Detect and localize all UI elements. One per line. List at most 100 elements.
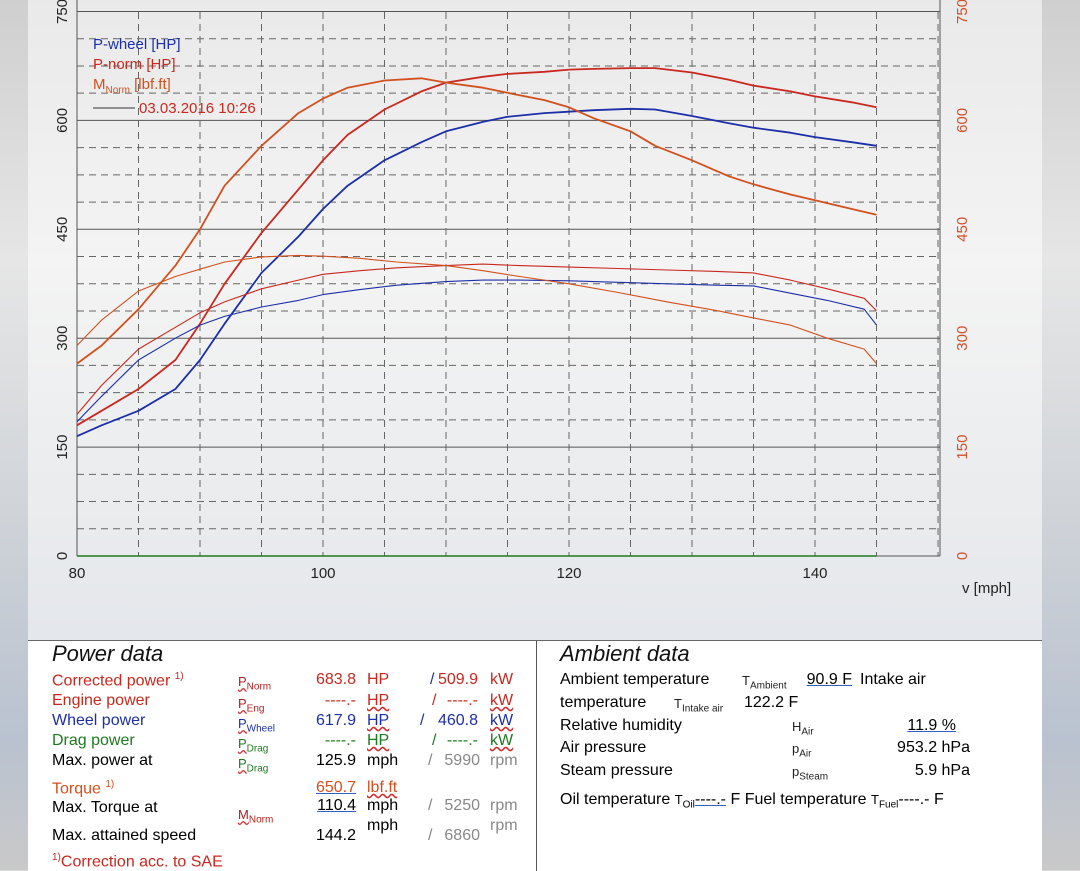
corrected-power-footnote: 1) [174,671,184,682]
drag-power-symbol: PDrag [238,736,268,755]
sym-sub: Norm [248,814,274,826]
sym-sub: Drag [246,763,269,775]
sym-sub: Oil [682,799,695,811]
footnote-mark: 1) [52,852,61,863]
corrected-power-label: Corrected power 1) [52,671,184,690]
engine-power-hp: ----.- [324,692,356,709]
slash: / [428,797,433,814]
legend-m-unit: [lbf.ft] [130,76,171,93]
fuel-temp-value: ----.- [898,791,930,808]
engine-power-kw: ----.- [446,692,478,709]
sym-sub: Fuel [878,799,899,811]
torque-label: Torque 1) [52,779,114,798]
ambient-temp-label: Ambient temperature [560,671,710,688]
series-line-0 [76,107,877,438]
sym-p: P [238,736,247,751]
x-tick-label: 100 [310,565,335,582]
y-tick-label-right: 750 [954,0,971,24]
data-panel: Power data Corrected power 1) PNorm 683.… [28,640,1042,871]
fuel-temp-label: Fuel temperature [744,791,867,808]
oil-temp-value: ----.- [694,791,726,808]
series-line-1 [76,67,877,427]
sym-t: T [674,792,683,807]
y-tick-label-left: 0 [54,552,71,560]
y-tick-label-left: 750 [54,0,71,24]
max-torque-symbol: MNorm [238,807,273,826]
slash: / [420,712,425,729]
drag-power-label: Drag power [52,732,135,749]
drag-power-kw-unit: kW [490,732,514,749]
slash: / [432,732,437,749]
dyno-chart: 0 0 150 150 300 300 450 450 600 600 750 750 80 100 12… [28,0,1042,640]
torque-footnote: 1) [105,779,115,790]
max-torque-label: Max. Torque at [52,799,158,816]
max-torque-rpm-unit: rpm [490,797,518,814]
sym-p: p [792,764,800,779]
sym-sub: Eng [246,703,265,715]
wheel-power-kw-unit: kW [490,712,514,729]
ambient-temp-symbol: TAmbient [742,673,787,692]
oil-temp-label: Oil temperature [560,791,671,808]
sym-sub: Intake air [681,703,724,715]
sym-sub: Drag [246,743,269,755]
y-tick-label-right: 150 [954,435,971,460]
intake-air-label-a: Intake air [860,671,926,688]
max-power-rpm-unit: rpm [490,752,518,769]
oil-fuel-temp-row: Oil temperature TOil----.- F Fuel temper… [560,791,944,811]
ambient-data-title: Ambient data [560,641,690,666]
plot-area [28,0,1042,640]
sym-m: M [238,807,249,822]
max-power-symbol: PDrag [238,756,268,775]
max-torque-mph: 110.4 [317,797,356,814]
max-power-mph-unit: mph [367,752,399,769]
steam-pressure-value: 5.9 hPa [914,762,970,779]
y-tick-label-right: 450 [954,217,971,242]
y-tick-label-left: 300 [54,326,71,351]
sym-t: T [870,792,879,807]
power-data-title: Power data [52,641,164,666]
max-speed-rpm: 6860 [444,827,480,844]
footnote-text: Correction acc. to SAE [60,853,223,871]
sym-sub: Ambient [749,680,787,692]
x-tick-label: 140 [802,565,827,582]
footnote: 1)Correction acc. to SAE [52,852,223,871]
y-tick-label-right: 600 [954,108,971,133]
engine-power-hp-unit: HP [367,692,390,709]
y-tick-label-left: 600 [54,108,71,133]
corrected-power-hp-unit: HP [367,671,390,688]
sym-sub: Wheel [246,723,276,735]
drag-power-kw: ----.- [446,732,478,749]
slash: / [428,827,433,844]
x-axis-title: v [mph] [962,580,1011,597]
legend-item-pnorm: P-norm [HP] [93,56,176,73]
max-torque-rpm: 5250 [444,797,480,814]
panel-divider [536,641,537,871]
engine-power-symbol: PEng [238,696,264,715]
steam-pressure-symbol: pSteam [792,764,828,783]
max-power-rpm: 5990 [444,752,480,769]
torque-value: 650.7 [315,779,356,796]
wheel-power-label: Wheel power [52,712,146,729]
legend-timestamp: 03.03.2016 10:26 [139,100,256,117]
y-tick-label-left: 150 [54,435,71,460]
sym-p: P [238,674,247,689]
series-line-3 [76,279,877,423]
legend: P-wheel [HP] P-norm [HP] MNorm [lbf.ft] … [93,36,256,117]
sym-t: T [742,673,750,688]
wheel-power-kw: 460.8 [437,712,478,729]
sym-p: P [238,696,247,711]
sym-t: T [674,696,682,711]
wheel-power-symbol: PWheel [238,716,275,735]
intake-air-value: 122.2 F [744,694,799,711]
air-pressure-label: Air pressure [560,739,647,756]
legend-item-pwheel: P-wheel [HP] [93,36,181,53]
y-axis-labels: 0 0 150 150 300 300 450 450 600 600 750 750 [54,0,971,560]
legend-item-mnorm: MNorm [lbf.ft] [93,76,171,96]
legend-m-sub: Norm [106,85,130,96]
y-tick-label-left: 450 [54,217,71,242]
slash: / [428,752,433,769]
steam-pressure-label: Steam pressure [560,762,673,779]
corrected-power-kw-unit: kW [490,671,514,688]
corrected-power-text: Corrected power [52,672,171,690]
fuel-temp-unit: F [933,791,944,808]
